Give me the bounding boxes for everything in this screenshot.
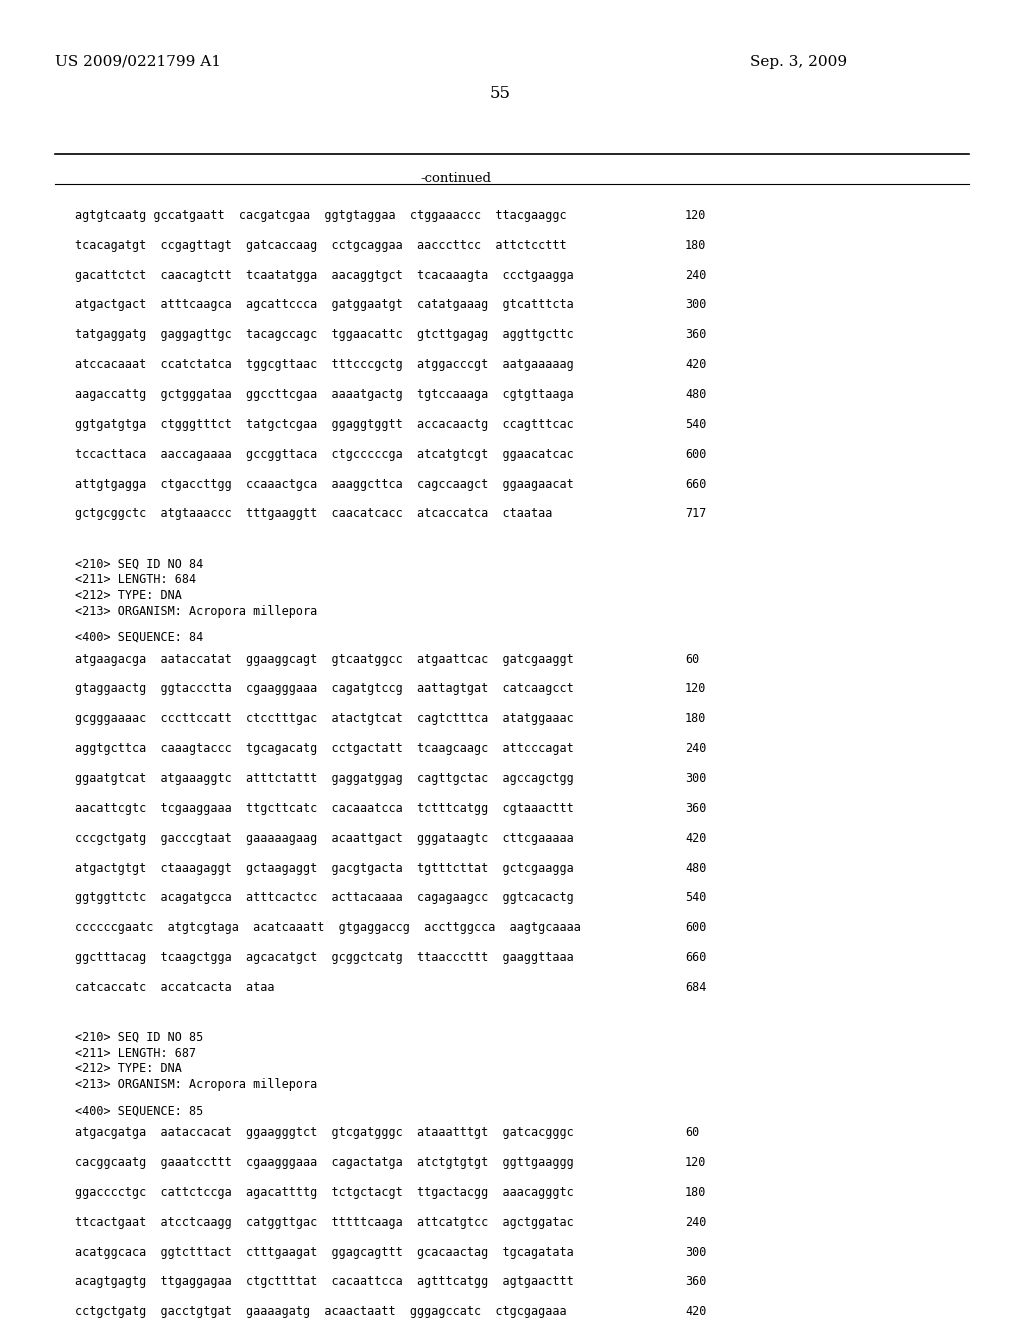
Text: ccccccgaatc  atgtcgtaga  acatcaaatt  gtgaggaccg  accttggcca  aagtgcaaaa: ccccccgaatc atgtcgtaga acatcaaatt gtgagg…	[75, 921, 581, 935]
Text: <211> LENGTH: 687: <211> LENGTH: 687	[75, 1047, 197, 1060]
Text: 660: 660	[685, 950, 707, 964]
Text: -continued: -continued	[420, 172, 490, 185]
Text: <211> LENGTH: 684: <211> LENGTH: 684	[75, 573, 197, 586]
Text: <213> ORGANISM: Acropora millepora: <213> ORGANISM: Acropora millepora	[75, 1078, 317, 1092]
Text: atgactgact  atttcaagca  agcattccca  gatggaatgt  catatgaaag  gtcatttcta: atgactgact atttcaagca agcattccca gatggaa…	[75, 298, 573, 312]
Text: <213> ORGANISM: Acropora millepora: <213> ORGANISM: Acropora millepora	[75, 605, 317, 618]
Text: 420: 420	[685, 832, 707, 845]
Text: 480: 480	[685, 862, 707, 875]
Text: tatgaggatg  gaggagttgc  tacagccagc  tggaacattc  gtcttgagag  aggttgcttc: tatgaggatg gaggagttgc tacagccagc tggaaca…	[75, 329, 573, 342]
Text: 600: 600	[685, 921, 707, 935]
Text: <400> SEQUENCE: 85: <400> SEQUENCE: 85	[75, 1105, 203, 1117]
Text: 300: 300	[685, 298, 707, 312]
Text: ggacccctgc  cattctccga  agacattttg  tctgctacgt  ttgactacgg  aaacagggtc: ggacccctgc cattctccga agacattttg tctgcta…	[75, 1185, 573, 1199]
Text: ttcactgaat  atcctcaagg  catggttgac  tttttcaaga  attcatgtcc  agctggatac: ttcactgaat atcctcaagg catggttgac tttttca…	[75, 1216, 573, 1229]
Text: aagaccattg  gctgggataa  ggccttcgaa  aaaatgactg  tgtccaaaga  cgtgttaaga: aagaccattg gctgggataa ggccttcgaa aaaatga…	[75, 388, 573, 401]
Text: 180: 180	[685, 239, 707, 252]
Text: <400> SEQUENCE: 84: <400> SEQUENCE: 84	[75, 631, 203, 644]
Text: 240: 240	[685, 1216, 707, 1229]
Text: ggaatgtcat  atgaaaggtc  atttctattt  gaggatggag  cagttgctac  agccagctgg: ggaatgtcat atgaaaggtc atttctattt gaggatg…	[75, 772, 573, 785]
Text: ggtgatgtga  ctgggtttct  tatgctcgaa  ggaggtggtt  accacaactg  ccagtttcac: ggtgatgtga ctgggtttct tatgctcgaa ggaggtg…	[75, 418, 573, 430]
Text: <212> TYPE: DNA: <212> TYPE: DNA	[75, 1063, 182, 1076]
Text: catcaccatc  accatcacta  ataa: catcaccatc accatcacta ataa	[75, 981, 274, 994]
Text: cctgctgatg  gacctgtgat  gaaaagatg  acaactaatt  gggagccatc  ctgcgagaaa: cctgctgatg gacctgtgat gaaaagatg acaactaa…	[75, 1305, 566, 1319]
Text: atgactgtgt  ctaaagaggt  gctaagaggt  gacgtgacta  tgtttcttat  gctcgaagga: atgactgtgt ctaaagaggt gctaagaggt gacgtga…	[75, 862, 573, 875]
Text: gcgggaaaac  cccttccatt  ctcctttgac  atactgtcat  cagtctttca  atatggaaac: gcgggaaaac cccttccatt ctcctttgac atactgt…	[75, 713, 573, 725]
Text: atccacaaat  ccatctatca  tggcgttaac  tttcccgctg  atggacccgt  aatgaaaaag: atccacaaat ccatctatca tggcgttaac tttcccg…	[75, 358, 573, 371]
Text: <212> TYPE: DNA: <212> TYPE: DNA	[75, 589, 182, 602]
Text: gtaggaactg  ggtaccctta  cgaagggaaa  cagatgtccg  aattagtgat  catcaagcct: gtaggaactg ggtaccctta cgaagggaaa cagatgt…	[75, 682, 573, 696]
Text: atgaagacga  aataccatat  ggaaggcagt  gtcaatggcc  atgaattcac  gatcgaaggt: atgaagacga aataccatat ggaaggcagt gtcaatg…	[75, 652, 573, 665]
Text: 660: 660	[685, 478, 707, 491]
Text: 60: 60	[685, 1126, 699, 1139]
Text: 60: 60	[685, 652, 699, 665]
Text: 540: 540	[685, 891, 707, 904]
Text: 120: 120	[685, 209, 707, 222]
Text: attgtgagga  ctgaccttgg  ccaaactgca  aaaggcttca  cagccaagct  ggaagaacat: attgtgagga ctgaccttgg ccaaactgca aaaggct…	[75, 478, 573, 491]
Text: 55: 55	[490, 84, 511, 102]
Text: acagtgagtg  ttgaggagaa  ctgcttttat  cacaattcca  agtttcatgg  agtgaacttt: acagtgagtg ttgaggagaa ctgcttttat cacaatt…	[75, 1275, 573, 1288]
Text: tccacttaca  aaccagaaaa  gccggttaca  ctgcccccga  atcatgtcgt  ggaacatcac: tccacttaca aaccagaaaa gccggttaca ctgcccc…	[75, 447, 573, 461]
Text: US 2009/0221799 A1: US 2009/0221799 A1	[55, 54, 221, 69]
Text: 240: 240	[685, 742, 707, 755]
Text: 540: 540	[685, 418, 707, 430]
Text: gctgcggctc  atgtaaaccc  tttgaaggtt  caacatcacc  atcaccatca  ctaataa: gctgcggctc atgtaaaccc tttgaaggtt caacatc…	[75, 507, 552, 520]
Text: aacattcgtc  tcgaaggaaa  ttgcttcatc  cacaaatcca  tctttcatgg  cgtaaacttt: aacattcgtc tcgaaggaaa ttgcttcatc cacaaat…	[75, 801, 573, 814]
Text: cacggcaatg  gaaatccttt  cgaagggaaa  cagactatga  atctgtgtgt  ggttgaaggg: cacggcaatg gaaatccttt cgaagggaaa cagacta…	[75, 1156, 573, 1170]
Text: 480: 480	[685, 388, 707, 401]
Text: atgacgatga  aataccacat  ggaagggtct  gtcgatgggc  ataaatttgt  gatcacgggc: atgacgatga aataccacat ggaagggtct gtcgatg…	[75, 1126, 573, 1139]
Text: <210> SEQ ID NO 84: <210> SEQ ID NO 84	[75, 557, 203, 570]
Text: acatggcaca  ggtctttact  ctttgaagat  ggagcagttt  gcacaactag  tgcagatata: acatggcaca ggtctttact ctttgaagat ggagcag…	[75, 1246, 573, 1258]
Text: 420: 420	[685, 1305, 707, 1319]
Text: 180: 180	[685, 713, 707, 725]
Text: 120: 120	[685, 1156, 707, 1170]
Text: 360: 360	[685, 329, 707, 342]
Text: 360: 360	[685, 1275, 707, 1288]
Text: gacattctct  caacagtctt  tcaatatgga  aacaggtgct  tcacaaagta  ccctgaagga: gacattctct caacagtctt tcaatatgga aacaggt…	[75, 268, 573, 281]
Text: ggtggttctc  acagatgcca  atttcactcc  acttacaaaa  cagagaagcc  ggtcacactg: ggtggttctc acagatgcca atttcactcc acttaca…	[75, 891, 573, 904]
Text: Sep. 3, 2009: Sep. 3, 2009	[750, 54, 847, 69]
Text: 300: 300	[685, 1246, 707, 1258]
Text: <210> SEQ ID NO 85: <210> SEQ ID NO 85	[75, 1031, 203, 1044]
Text: 300: 300	[685, 772, 707, 785]
Text: ggctttacag  tcaagctgga  agcacatgct  gcggctcatg  ttaacccttt  gaaggttaaa: ggctttacag tcaagctgga agcacatgct gcggctc…	[75, 950, 573, 964]
Text: tcacagatgt  ccgagttagt  gatcaccaag  cctgcaggaa  aacccttcc  attctccttt: tcacagatgt ccgagttagt gatcaccaag cctgcag…	[75, 239, 566, 252]
Text: agtgtcaatg gccatgaatt  cacgatcgaa  ggtgtaggaa  ctggaaaccc  ttacgaaggc: agtgtcaatg gccatgaatt cacgatcgaa ggtgtag…	[75, 209, 566, 222]
Text: 240: 240	[685, 268, 707, 281]
Text: aggtgcttca  caaagtaccc  tgcagacatg  cctgactatt  tcaagcaagc  attcccagat: aggtgcttca caaagtaccc tgcagacatg cctgact…	[75, 742, 573, 755]
Text: 120: 120	[685, 682, 707, 696]
Text: cccgctgatg  gacccgtaat  gaaaaagaag  acaattgact  gggataagtc  cttcgaaaaa: cccgctgatg gacccgtaat gaaaaagaag acaattg…	[75, 832, 573, 845]
Text: 684: 684	[685, 981, 707, 994]
Text: 600: 600	[685, 447, 707, 461]
Text: 420: 420	[685, 358, 707, 371]
Text: 360: 360	[685, 801, 707, 814]
Text: 180: 180	[685, 1185, 707, 1199]
Text: 717: 717	[685, 507, 707, 520]
